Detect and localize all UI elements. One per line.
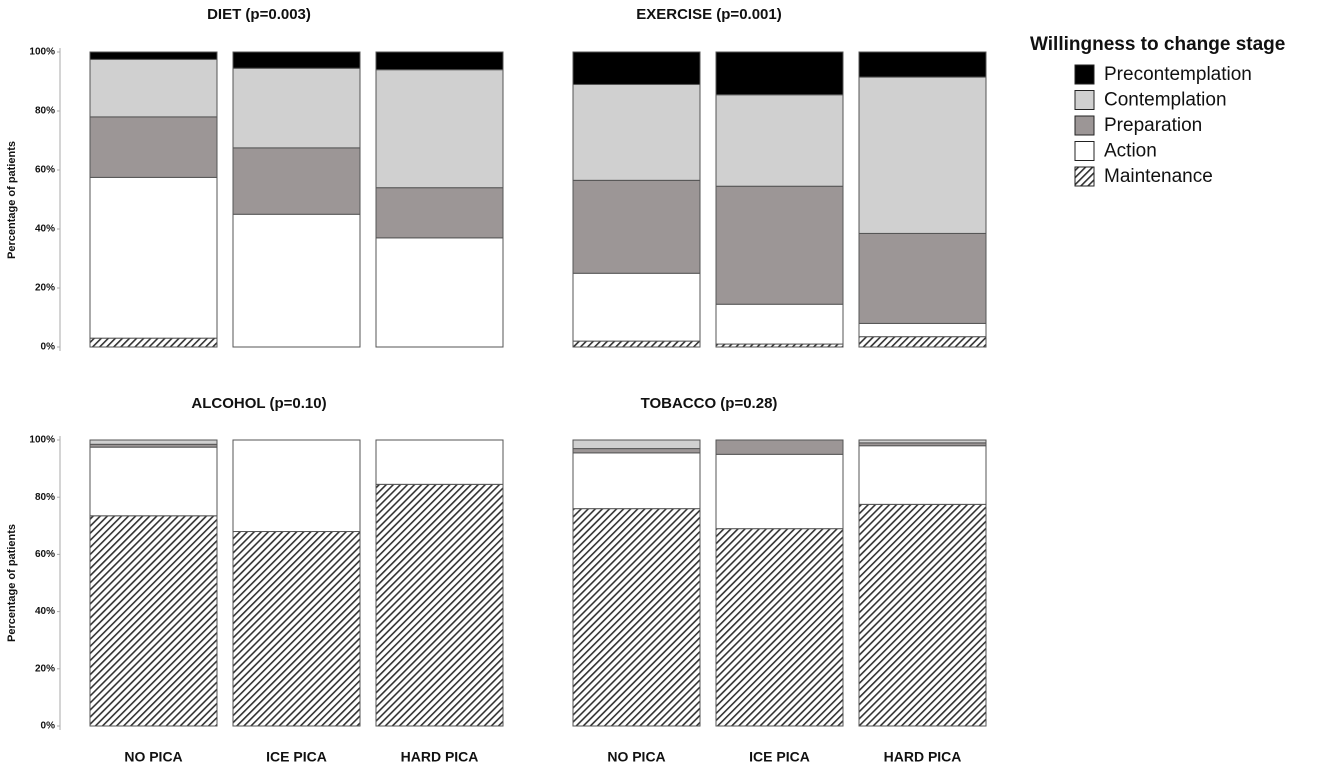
x-tick-label: NO PICA [124,749,182,765]
x-tick-label: HARD PICA [884,749,962,765]
bar-segment [715,528,844,727]
bar-segment [89,51,218,60]
bar-segment [572,51,701,85]
bar-segment [232,51,361,69]
y-tick-label: 80% [35,106,55,117]
legend-swatch [1074,141,1095,161]
legend-swatch [1074,166,1095,187]
bar-segment [89,116,218,178]
y-axis-label: Percentage of patients [6,141,18,259]
bar-segment [858,503,987,727]
bar-segment [715,453,844,530]
bar-segment [572,439,701,450]
y-axis-label: Percentage of patients [6,524,18,642]
bar-segment [375,237,504,348]
bar-segment [89,58,218,118]
bar-segment [858,445,987,505]
x-tick-label: HARD PICA [401,749,479,765]
bar-segment [89,515,218,727]
bar-segment [89,439,218,445]
bar-segment [232,147,361,215]
y-tick-label: 80% [35,492,55,503]
y-tick-label: 40% [35,224,55,235]
bar-segment [858,51,987,78]
bar-segment [89,337,218,348]
bar-segment [715,94,844,187]
bar-segment [232,531,361,727]
bar-segment [572,83,701,181]
bar-segment [232,439,361,533]
legend-swatch [1074,64,1095,85]
bar-segment [375,69,504,189]
chart-title: TOBACCO (p=0.28) [641,395,778,412]
y-tick-label: 0% [41,342,56,353]
bar-segment [858,76,987,234]
bar-segment [572,448,701,454]
y-tick-label: 60% [35,165,55,176]
y-tick-label: 0% [41,721,56,732]
chart-title: DIET (p=0.003) [207,6,311,23]
bar-segment [232,213,361,348]
bar-segment [375,51,504,71]
x-tick-label: ICE PICA [266,749,327,765]
legend-label: Preparation [1104,115,1202,136]
y-tick-label: 20% [35,663,55,674]
y-tick-label: 100% [29,47,55,58]
bar-segment [572,272,701,342]
chart-title: EXERCISE (p=0.001) [636,6,781,23]
bar-segment [89,446,218,517]
y-tick-label: 40% [35,606,55,617]
bar-segment [715,185,844,305]
bar-segment [375,439,504,485]
bar-segment [715,303,844,345]
legend-label: Action [1104,141,1157,162]
bar-segment [858,439,987,444]
legend-label: Contemplation [1104,90,1227,111]
chart-title: ALCOHOL (p=0.10) [191,395,326,412]
y-tick-label: 100% [29,435,55,446]
bar-segment [375,187,504,239]
bar-segment [89,176,218,339]
bar-segment [572,508,701,727]
bar-segment [572,452,701,510]
bar-segment [572,340,701,348]
y-tick-label: 60% [35,549,55,560]
bar-segment [715,439,844,455]
y-tick-label: 20% [35,283,55,294]
bar-segment [572,179,701,274]
bar-segment [715,51,844,96]
legend-label: Maintenance [1104,166,1213,187]
legend-label: Precontemplation [1104,64,1252,85]
bar-segment [375,483,504,727]
bar-segment [858,232,987,324]
legend-swatch [1074,90,1095,110]
x-tick-label: ICE PICA [749,749,810,765]
bar-segment [858,322,987,338]
bar-segment [858,336,987,348]
legend-title: Willingness to change stage [1030,34,1285,55]
legend-swatch [1074,115,1095,136]
x-tick-label: NO PICA [607,749,665,765]
bar-segment [232,67,361,149]
